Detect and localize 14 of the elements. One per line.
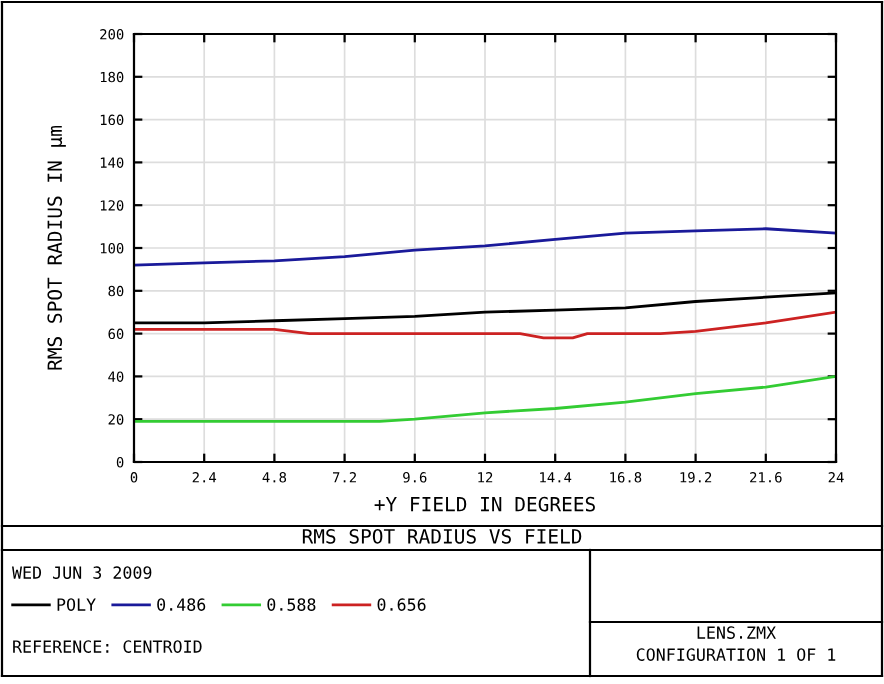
x-axis-title: +Y FIELD IN DEGREES	[374, 496, 595, 512]
legend-label: 0.588	[267, 598, 316, 611]
legend-label: 0.486	[157, 598, 206, 611]
text: RMS SPOT RADIUS VS FIELD	[302, 528, 582, 544]
text: CONFIGURATION 1 OF 1	[636, 648, 836, 661]
legend-label: 0.656	[377, 598, 426, 611]
text: REFERENCE: CENTROID	[13, 640, 202, 653]
text: LENS.ZMX	[697, 626, 776, 639]
text: WED JUN 3 2009	[12, 566, 152, 579]
line-series	[134, 375, 836, 423]
line-series	[134, 227, 836, 267]
y-axis-title: RMS SPOT RADIUS IN µm	[47, 126, 66, 370]
legend-label: POLY	[57, 598, 96, 611]
line-series	[134, 310, 836, 340]
